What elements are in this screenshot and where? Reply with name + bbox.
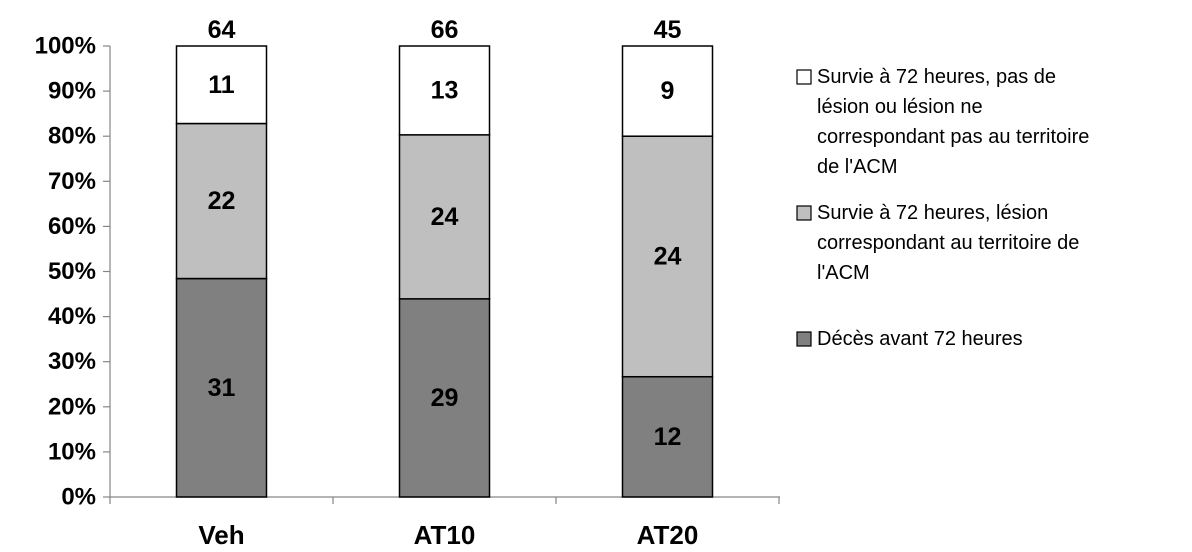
y-tick-label: 50%	[48, 258, 96, 285]
segment-value-label: 31	[208, 374, 236, 402]
legend-label-line: correspondant pas au territoire	[817, 126, 1089, 148]
y-tick-label: 100%	[35, 33, 96, 60]
bar-segment	[175, 277, 268, 498]
x-category-label: Veh	[198, 520, 244, 550]
y-tick-label: 0%	[61, 484, 96, 511]
y-tick-label: 30%	[48, 348, 96, 375]
y-tick-label: 90%	[48, 78, 96, 105]
legend-label-line: l'ACM	[817, 262, 870, 284]
plot-area: 0% 10% 20% 30% 40% 50% 60% 70% 80% 90% 100% 31 22 11 6…	[35, 16, 780, 550]
legend-label-line: Survie à 72 heures, lésion	[817, 202, 1048, 224]
x-category-label: AT20	[637, 520, 699, 550]
y-tick-label: 20%	[48, 393, 96, 420]
segment-value-label: 22	[208, 187, 236, 215]
bar-total-label: 45	[654, 16, 682, 44]
y-tick-label: 70%	[48, 168, 96, 195]
y-tick-label: 80%	[48, 123, 96, 150]
legend-swatch	[796, 331, 812, 347]
segment-value-label: 13	[431, 76, 459, 104]
x-category-label: AT10	[414, 520, 476, 550]
bar-segment	[398, 45, 491, 136]
bar-segment	[175, 45, 268, 125]
legend-label-line: Décès avant 72 heures	[817, 328, 1023, 350]
y-tick-label: 60%	[48, 213, 96, 240]
bar-segment	[175, 122, 268, 280]
segment-value-label: 12	[654, 423, 682, 451]
segment-value-label: 24	[431, 203, 459, 231]
legend-label-line: de l'ACM	[817, 156, 898, 178]
legend-swatch	[796, 69, 812, 85]
legend-label-line: lésion ou lésion ne	[817, 96, 983, 118]
segment-value-label: 9	[661, 77, 675, 105]
legend-label-line: Survie à 72 heures, pas de	[817, 66, 1056, 88]
segment-value-label: 24	[654, 242, 682, 270]
legend-swatch	[796, 205, 812, 221]
bar-total-label: 64	[208, 16, 236, 44]
segment-value-label: 11	[208, 71, 235, 99]
segment-value-label: 29	[431, 384, 459, 412]
legend: Survie à 72 heures, pas de lésion ou lési…	[796, 66, 1089, 350]
bar-segment	[621, 135, 714, 378]
y-tick-label: 10%	[48, 438, 96, 465]
bar-segment	[621, 45, 714, 137]
legend-label-line: correspondant au territoire de	[817, 232, 1079, 254]
y-tick-label: 40%	[48, 303, 96, 330]
bar-segment	[398, 298, 491, 498]
bar-total-label: 66	[431, 16, 459, 44]
bar-segment	[398, 134, 491, 300]
